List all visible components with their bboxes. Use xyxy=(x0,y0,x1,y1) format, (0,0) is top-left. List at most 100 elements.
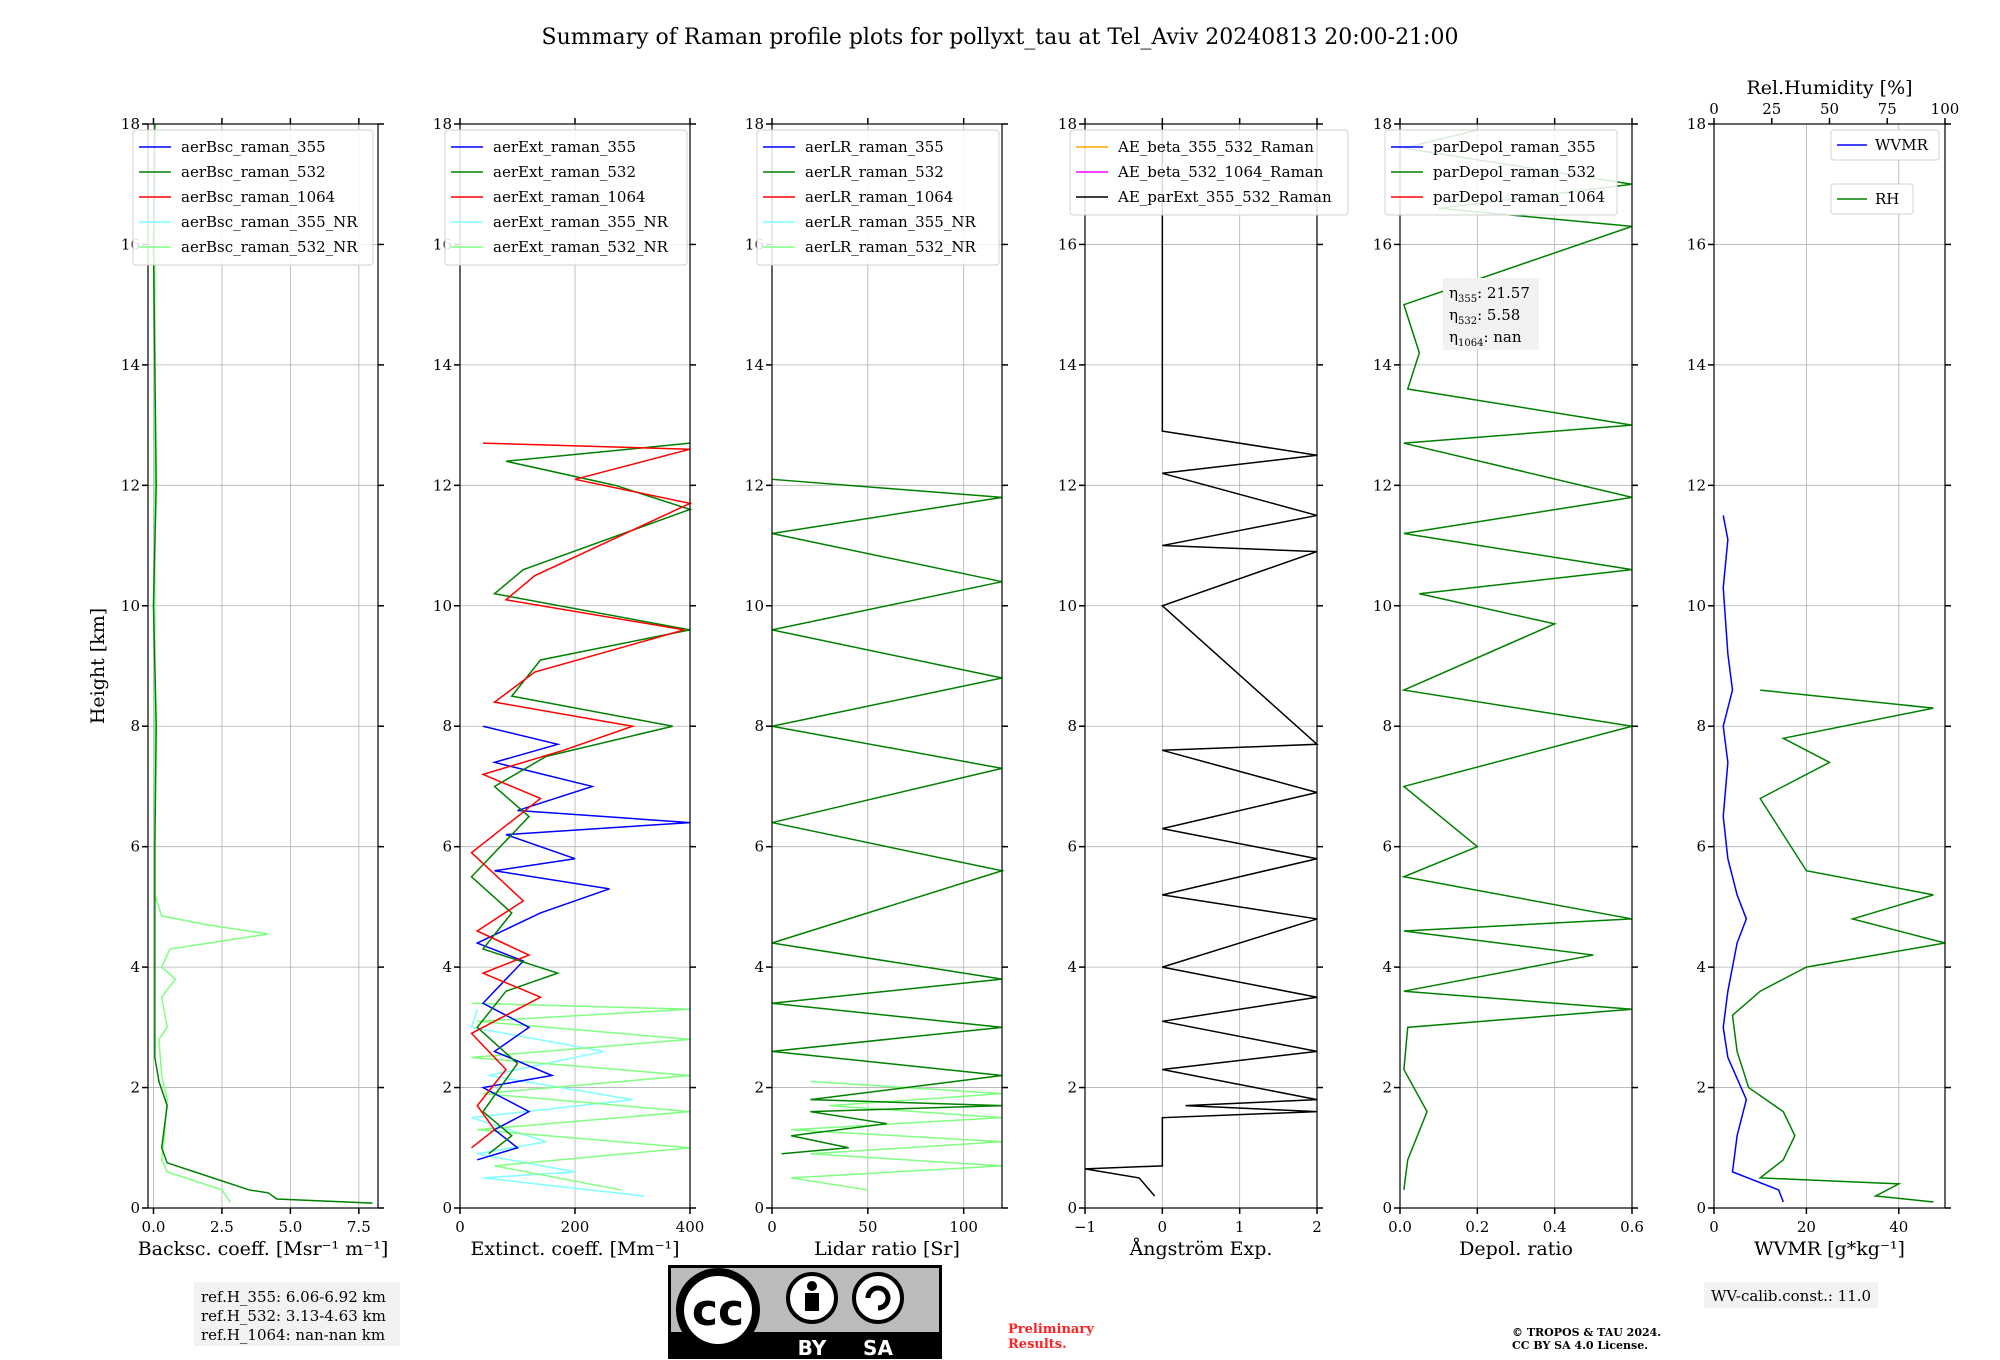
series-wv-RH xyxy=(1731,689,1946,1203)
ytick-label-depol-9: 18 xyxy=(1373,115,1392,133)
eta-1064: η1064: nan xyxy=(1449,328,1522,349)
xtick-label-wv-1: 20 xyxy=(1797,1218,1816,1236)
ytick-label-lr-9: 18 xyxy=(745,115,764,133)
ytick-label-ae-3: 6 xyxy=(1067,838,1077,856)
ref-heights-box: ref.H_355: 6.06-6.92 km ref.H_532: 3.13-… xyxy=(194,1282,400,1346)
top-xtick-label-1: 25 xyxy=(1762,100,1781,118)
top-xtick-label-4: 100 xyxy=(1931,100,1960,118)
xtick-label-depol-2: 0.4 xyxy=(1543,1218,1567,1236)
ytick-label-wv-7: 14 xyxy=(1687,356,1706,374)
ref-heights-bg xyxy=(194,1282,400,1346)
xtick-label-depol-0: 0.0 xyxy=(1388,1218,1412,1236)
legend-box-bsc xyxy=(132,129,374,266)
ytick-label-bsc-5: 10 xyxy=(121,597,140,615)
xtick-label-lr-1: 50 xyxy=(858,1218,877,1236)
ytick-label-bsc-1: 2 xyxy=(130,1079,140,1097)
xtick-label-lr-0: 0 xyxy=(767,1218,777,1236)
series-ext-aerExt_raman_532 xyxy=(470,442,693,1155)
legend-label-parDepol_raman_1064: parDepol_raman_1064 xyxy=(1433,188,1605,206)
ytick-label-lr-0: 0 xyxy=(754,1199,764,1217)
legend-label-AE_beta_532_1064_Raman: AE_beta_532_1064_Raman xyxy=(1117,163,1324,181)
axes-frame-ae xyxy=(1084,123,1318,1209)
legend-label-aerExt_raman_355_NR: aerExt_raman_355_NR xyxy=(493,213,669,231)
ytick-label-lr-3: 6 xyxy=(754,838,764,856)
xtick-label-lr-2: 100 xyxy=(949,1218,978,1236)
ref-height-532: ref.H_532: 3.13-4.63 km xyxy=(201,1307,386,1325)
ytick-label-depol-7: 14 xyxy=(1373,356,1392,374)
wv-calib-box: WV-calib.const.: 11.0 xyxy=(1704,1282,1878,1308)
top-xtick-label-2: 50 xyxy=(1820,100,1839,118)
ytick-label-wv-0: 0 xyxy=(1696,1199,1706,1217)
axes-frame-wv xyxy=(1713,123,1946,1209)
legend-label-aerExt_raman_355: aerExt_raman_355 xyxy=(493,138,636,156)
legend-label-aerBsc_raman_532_NR: aerBsc_raman_532_NR xyxy=(181,238,358,256)
series-ext-aerExt_raman_532_NR xyxy=(471,1002,691,1191)
legend-label-AE_beta_355_532_Raman: AE_beta_355_532_Raman xyxy=(1117,138,1314,156)
ytick-label-ae-1: 2 xyxy=(1067,1079,1077,1097)
xaxis-label-ae: Ångström Exp. xyxy=(1129,1238,1273,1260)
ytick-label-bsc-0: 0 xyxy=(130,1199,140,1217)
series-bsc-aerBsc_raman_532 xyxy=(152,123,373,1204)
sa-icon xyxy=(852,1272,904,1324)
ytick-label-wv-4: 8 xyxy=(1696,717,1706,735)
axes-frame-bsc xyxy=(147,123,379,1209)
series-ae-AE_parExt_355_532_Raman xyxy=(1084,124,1319,1197)
ytick-label-wv-2: 4 xyxy=(1696,958,1706,976)
ytick-label-bsc-6: 12 xyxy=(121,476,140,494)
legend-label-parDepol_raman_532: parDepol_raman_532 xyxy=(1433,163,1596,181)
axes-frame-depol xyxy=(1399,123,1633,1209)
legend-box-depol xyxy=(1384,129,1618,216)
legend-label-aerExt_raman_532: aerExt_raman_532 xyxy=(493,163,636,181)
ytick-label-depol-6: 12 xyxy=(1373,476,1392,494)
ref-height-1064: ref.H_1064: nan-nan km xyxy=(201,1326,385,1344)
ytick-label-ae-0: 0 xyxy=(1067,1199,1077,1217)
ytick-label-bsc-9: 18 xyxy=(121,115,140,133)
xtick-label-ae-1: 0 xyxy=(1158,1218,1168,1236)
legend-label-AE_parExt_355_532_Raman: AE_parExt_355_532_Raman xyxy=(1117,188,1332,206)
xtick-label-depol-1: 0.2 xyxy=(1465,1218,1489,1236)
ytick-label-ext-2: 4 xyxy=(442,958,452,976)
ytick-label-depol-0: 0 xyxy=(1382,1199,1392,1217)
legend-label-WVMR: WVMR xyxy=(1875,136,1929,154)
series-depol-parDepol_raman_532 xyxy=(1401,129,1633,1191)
xtick-label-depol-3: 0.6 xyxy=(1620,1218,1644,1236)
axes-frame-lr xyxy=(771,123,1003,1209)
xtick-label-wv-2: 40 xyxy=(1889,1218,1908,1236)
ytick-label-lr-1: 2 xyxy=(754,1079,764,1097)
ytick-label-bsc-3: 6 xyxy=(130,838,140,856)
ytick-label-wv-8: 16 xyxy=(1687,235,1706,253)
xtick-label-bsc-2: 5.0 xyxy=(278,1218,302,1236)
legend-label-aerLR_raman_1064: aerLR_raman_1064 xyxy=(805,188,953,206)
eta-532: η532: 5.58 xyxy=(1449,306,1520,327)
legend-label-aerLR_raman_355_NR: aerLR_raman_355_NR xyxy=(805,213,976,231)
xaxis-label-lr: Lidar ratio [Sr] xyxy=(814,1238,960,1260)
ytick-label-depol-1: 2 xyxy=(1382,1079,1392,1097)
by-label: BY xyxy=(798,1336,827,1360)
xtick-label-ae-2: 1 xyxy=(1235,1218,1245,1236)
series-lr-aerLR_raman_532 xyxy=(771,478,1005,1155)
ytick-label-ae-5: 10 xyxy=(1058,597,1077,615)
xtick-label-bsc-1: 2.5 xyxy=(210,1218,234,1236)
ytick-label-lr-5: 10 xyxy=(745,597,764,615)
ytick-label-ext-9: 18 xyxy=(433,115,452,133)
xtick-label-ae-0: −1 xyxy=(1074,1218,1096,1236)
ytick-label-ext-5: 10 xyxy=(433,597,452,615)
ytick-label-ext-7: 14 xyxy=(433,356,452,374)
xaxis-label-depol: Depol. ratio xyxy=(1459,1238,1573,1260)
ytick-label-lr-4: 8 xyxy=(754,717,764,735)
preliminary-line1: Preliminary xyxy=(1008,1322,1094,1337)
ytick-label-ae-6: 12 xyxy=(1058,476,1077,494)
series-ext-aerExt_raman_355_NR xyxy=(470,1009,645,1197)
series-lr-aerLR_raman_532_NR xyxy=(791,1080,1003,1191)
ytick-label-bsc-4: 8 xyxy=(130,717,140,735)
ytick-label-wv-3: 6 xyxy=(1696,838,1706,856)
ytick-label-ae-8: 16 xyxy=(1058,235,1077,253)
by-icon-body xyxy=(805,1293,819,1311)
ytick-label-lr-6: 12 xyxy=(745,476,764,494)
ytick-label-bsc-2: 4 xyxy=(130,958,140,976)
